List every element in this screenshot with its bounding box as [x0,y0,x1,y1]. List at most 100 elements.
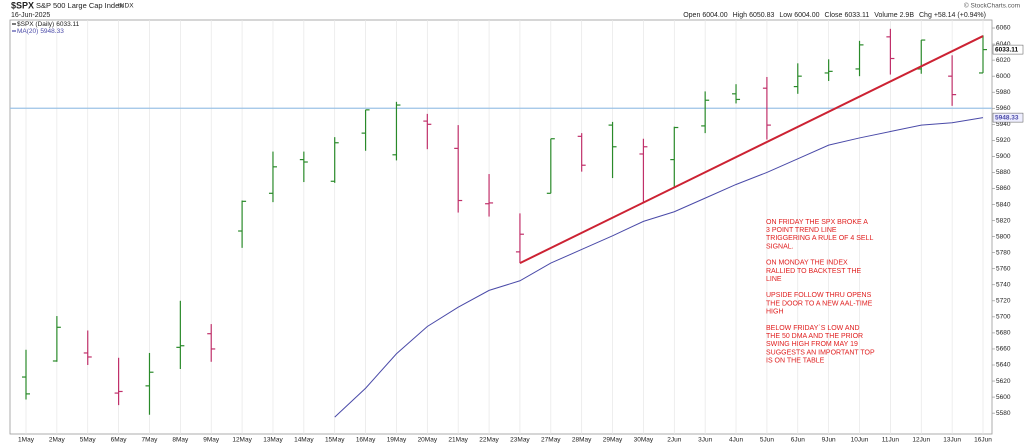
annotation: IS ON THE TABLE [766,358,825,365]
y-tick-label: 6020 [996,57,1011,64]
x-tick-label: 8May [172,437,189,444]
plot-frame [9,19,993,435]
price-tag [992,44,1024,55]
y-tick-label: 5840 [996,201,1011,208]
x-tick-label: 14May [294,437,314,444]
quote-value: +58.14 (+0.94%) [934,12,986,19]
x-tick-label: 12Jun [912,437,930,444]
y-tick-label: 5760 [996,265,1011,272]
annotation: TRIGGERING A RULE OF 4 SELL [766,235,873,242]
annotation: THE DOOR TO A NEW AAL-TIME [766,300,873,307]
y-tick-label: 5740 [996,281,1011,288]
annotation: ON MONDAY THE INDEX [766,260,848,267]
x-tick-label: 9Jun [822,437,836,444]
annotation: SUGGESTS AN IMPORTANT TOP [766,349,875,356]
y-tick-label: 5800 [996,233,1011,240]
date: 16-Jun-2025 [11,12,50,19]
y-tick-label: 5960 [996,105,1011,112]
annotation: HIGH [766,309,784,316]
x-tick-label: 9May [203,437,220,444]
annotation: BELOW FRIDAY`S LOW AND [766,325,860,332]
x-tick-label: 19May [387,437,407,444]
annotation: ON FRIDAY THE SPX BROKE A [766,219,868,226]
x-tick-label: 20May [418,437,438,444]
x-tick-label: 3Jun [698,437,712,444]
x-tick-label: 1May [18,437,35,444]
y-tick-label: 5940 [996,121,1011,128]
y-tick-label: 5660 [996,346,1011,353]
x-tick-label: 7May [142,437,159,444]
quote-label: Low [779,12,793,19]
y-tick-label: 5860 [996,185,1011,192]
chart-title: S&P 500 Large Cap Index [36,1,123,10]
x-tick-label: 11Jun [882,437,900,444]
x-tick-label: 4Jun [729,437,743,444]
x-tick-label: 5May [80,437,97,444]
quote-value: 2.9B [900,12,915,19]
trend-line [519,35,984,265]
y-tick-label: 6000 [996,73,1011,80]
y-tick-label: 5600 [996,394,1011,401]
y-tick-label: 5780 [996,249,1011,256]
annotation: SIGNAL. [766,243,794,250]
quote: Open 6004.00 High 6050.83 Low 6004.00 Close 603… [683,12,986,19]
y-tick-label: 6060 [996,25,1011,32]
x-tick-label: 6Jun [791,437,805,444]
x-tick-label: 6May [111,437,128,444]
price-tag-label: 5948.33 [995,114,1019,121]
annotation: RALLIED TO BACKTEST THE [766,268,862,275]
legend-entry: $SPX (Daily) 6033.11 [17,21,80,28]
x-tick-label: 21May [448,437,468,444]
y-tick-label: 5720 [996,298,1011,305]
quote-value: 6004.00 [794,12,819,19]
x-tick-label: 15May [325,437,345,444]
x-tick-label: 16Jun [974,437,992,444]
x-tick-label: 10Jun [851,437,869,444]
x-tick-label: 2May [49,437,66,444]
y-tick-label: 5920 [996,137,1011,144]
annotation: SWING HIGH FROM MAY 19 [766,341,858,348]
quote-label: High [733,12,748,19]
x-tick-label: 13Jun [943,437,961,444]
quote-label: Open [683,12,700,19]
credit: © StockCharts.com [964,2,1020,10]
x-tick-label: 2Jun [667,437,681,444]
y-tick-label: 5700 [996,314,1011,321]
legend-value: 5948.33 [40,28,64,35]
annotation: LINE [766,276,782,283]
y-tick-label: 5620 [996,378,1011,385]
quote-label: Chg [919,12,932,19]
x-tick-label: 12May [232,437,252,444]
quote-value: 6050.83 [749,12,774,19]
y-tick-label: 5820 [996,217,1011,224]
quote-value: 6004.00 [702,12,727,19]
y-tick-label: 5680 [996,330,1011,337]
y-tick-label: 5980 [996,89,1011,96]
exchange: INDX [118,3,134,10]
x-tick-label: 30May [634,437,654,444]
quote-value: 6033.11 [844,12,869,19]
x-tick-label: 29May [603,437,623,444]
x-tick-label: 23May [510,437,530,444]
ma-line [334,117,984,418]
legend-name: $SPX (Daily) [17,21,54,28]
annotation: THE 50 DMA AND THE PRIOR [766,333,863,340]
legend-entry: MA(20) 5948.33 [17,28,64,35]
y-tick-label: 5900 [996,153,1011,160]
quote-label: Close [825,12,843,19]
annotation: 3 POINT TREND LINE [766,227,837,234]
legend-value: 6033.11 [56,21,79,28]
quote-label: Volume [874,12,897,19]
legend-name: MA(20) [17,28,38,35]
x-tick-label: 22May [479,437,499,444]
y-tick-label: 5640 [996,362,1011,369]
y-tick-label: 6040 [996,41,1011,48]
y-tick-label: 5580 [996,410,1011,417]
y-tick-label: 5880 [996,169,1011,176]
x-tick-label: 27May [541,437,561,444]
x-tick-label: 28May [572,437,592,444]
x-tick-label: 13May [263,437,283,444]
price-tag-label: 6033.11 [995,46,1019,53]
annotation: UPSIDE FOLLOW THRU OPENS [766,292,872,299]
